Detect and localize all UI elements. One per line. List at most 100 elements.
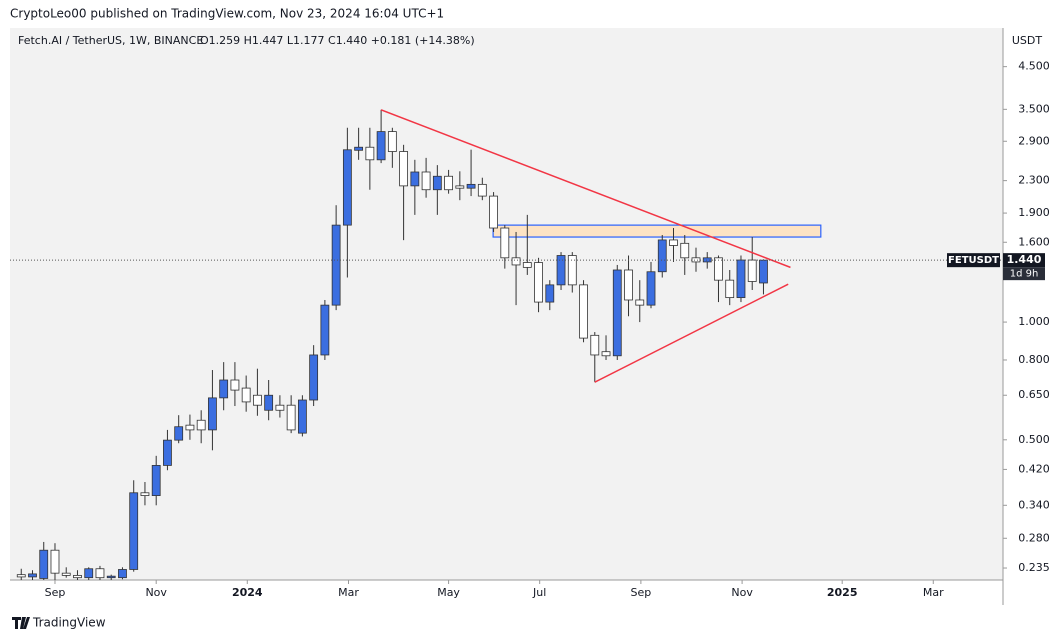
- candle-body: [522, 262, 532, 268]
- candle-body: [635, 299, 645, 306]
- x-tick-label: 2025: [827, 586, 858, 599]
- x-tick-label: Sep: [631, 586, 652, 599]
- y-tick-label: 0.650: [1018, 388, 1050, 401]
- candle-body: [691, 257, 701, 263]
- y-tick-label: 0.280: [1018, 531, 1050, 544]
- candle-body: [680, 242, 690, 259]
- candle-body: [556, 255, 566, 286]
- plot: [16, 109, 822, 580]
- candle-body: [702, 257, 712, 263]
- candle-body: [106, 575, 116, 579]
- candle-body: [376, 131, 386, 161]
- symbol-label: FETUSDT: [948, 255, 999, 266]
- candle-body: [28, 573, 37, 578]
- candle-body: [466, 183, 476, 189]
- candle-body: [477, 183, 487, 197]
- symbol-title: Fetch.AI / TetherUS, 1W, BINANCE: [18, 34, 203, 47]
- candle-body: [129, 492, 139, 570]
- countdown-label: 1d 9h: [1010, 269, 1039, 280]
- y-tick-label: 1.000: [1018, 315, 1050, 328]
- candle-body: [567, 255, 577, 286]
- candle-body: [646, 271, 656, 306]
- plot-area: [10, 28, 1003, 580]
- candle-body: [230, 379, 240, 391]
- x-tick-label: Nov: [731, 586, 753, 599]
- x-tick-label: 2024: [232, 586, 263, 599]
- candle-body: [455, 185, 465, 189]
- candle-body: [297, 399, 307, 434]
- y-tick-label: 2.900: [1018, 134, 1050, 147]
- candle-body: [444, 175, 453, 191]
- candle-body: [747, 259, 757, 282]
- x-tick-label: Mar: [338, 586, 359, 599]
- candle-body: [725, 279, 735, 299]
- candle-body: [151, 465, 161, 496]
- candle-body: [365, 146, 375, 161]
- candle-body: [163, 439, 172, 466]
- candle-body: [489, 195, 498, 229]
- candle-body: [590, 334, 600, 356]
- y-tick-label: 1.900: [1018, 206, 1050, 219]
- candle-body: [140, 492, 150, 496]
- candle-body: [50, 549, 60, 574]
- candle-body: [759, 259, 768, 284]
- candle-body: [61, 572, 71, 576]
- candle-body: [387, 131, 397, 152]
- trendline: [594, 283, 789, 383]
- candle-body: [275, 404, 285, 411]
- countdown-badge: [1003, 267, 1045, 281]
- candle-body: [185, 424, 195, 431]
- candle-body: [399, 151, 409, 187]
- candle-body: [736, 259, 746, 299]
- candle-body: [286, 404, 296, 431]
- candle-body: [241, 387, 251, 403]
- x-tick-label: Mar: [923, 586, 944, 599]
- candle-body: [432, 175, 442, 191]
- candle-body: [253, 394, 262, 406]
- candle-body: [16, 574, 26, 578]
- candle-body: [511, 257, 521, 266]
- x-tick-label: Jul: [532, 586, 546, 599]
- candle-body: [612, 269, 622, 357]
- candle-body: [534, 262, 543, 303]
- y-tick-label: 1.600: [1018, 235, 1050, 248]
- y-tick-label: 0.800: [1018, 353, 1050, 366]
- y-tick-label: 0.420: [1018, 462, 1050, 475]
- candle-body: [331, 224, 341, 306]
- candle-body: [73, 575, 82, 579]
- price-label: 1.440: [1007, 253, 1042, 266]
- trendline: [380, 109, 791, 269]
- candle-body: [669, 239, 678, 246]
- candle-body: [118, 569, 127, 579]
- candle-body: [354, 146, 364, 151]
- candle-body: [196, 419, 206, 431]
- y-tick-label: 4.500: [1018, 60, 1050, 73]
- candle-body: [39, 549, 49, 579]
- currency: USDT: [1012, 34, 1043, 47]
- candle-body: [95, 568, 105, 579]
- candle-body: [579, 284, 588, 339]
- candle-body: [421, 171, 431, 191]
- header: CryptoLeo00 published on TradingView.com…: [10, 7, 444, 21]
- logo-icon: [12, 617, 30, 629]
- x-tick-label: Sep: [45, 586, 66, 599]
- candle-body: [624, 269, 633, 301]
- legend-ohlc: O1.259 H1.447 L1.177 C1.440 +0.181 (+14.…: [200, 34, 475, 47]
- candle-body: [410, 171, 420, 187]
- candle-body: [714, 257, 723, 281]
- candle-body: [601, 351, 611, 357]
- candle-body: [219, 379, 229, 399]
- candle-body: [264, 394, 274, 411]
- candle-body: [545, 284, 555, 303]
- x-tick-label: Nov: [145, 586, 167, 599]
- price-badge: [1003, 253, 1045, 268]
- candle-body: [208, 397, 217, 431]
- zone: [492, 224, 822, 238]
- x-tick-label: May: [437, 586, 460, 599]
- candle-body: [320, 304, 330, 356]
- footer-logo: [12, 617, 30, 629]
- candle-body: [84, 568, 94, 579]
- footer: TradingView: [32, 616, 106, 630]
- y-tick-label: 3.500: [1018, 102, 1050, 115]
